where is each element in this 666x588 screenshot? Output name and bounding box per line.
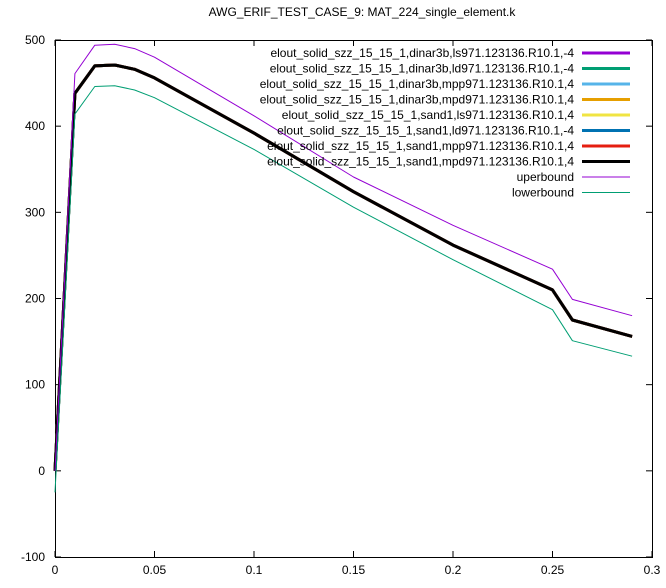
legend-label-2: elout_solid_szz_15_15_1,dinar3b,ld971.12…	[270, 62, 575, 76]
x-tick-label: 0.25	[541, 563, 565, 577]
legend-label-6: elout_solid_szz_15_15_1,sand1,ld971.1231…	[277, 124, 574, 138]
chart-title: AWG_ERIF_TEST_CASE_9: MAT_224_single_ele…	[209, 5, 517, 19]
y-tick-label: 100	[25, 378, 45, 392]
x-tick-label: 0.15	[342, 563, 366, 577]
legend: elout_solid_szz_15_15_1,dinar3b,ls971.12…	[260, 46, 630, 200]
legend-label-7: elout_solid_szz_15_15_1,sand1,mpp971.123…	[267, 139, 574, 153]
series-line-9	[54, 43, 633, 471]
y-tick-label: 400	[25, 119, 45, 133]
series-lines	[53, 43, 633, 493]
x-tick-label: 0.05	[143, 563, 167, 577]
legend-label-8: elout_solid_szz_15_15_1,sand1,mpd971.123…	[267, 155, 574, 169]
y-tick-label: 200	[25, 292, 45, 306]
legend-label-10: lowerbound	[512, 186, 574, 200]
legend-label-3: elout_solid_szz_15_15_1,dinar3b,mpp971.1…	[260, 77, 575, 91]
y-tick-label: 300	[25, 205, 45, 219]
legend-label-4: elout_solid_szz_15_15_1,dinar3b,mpd971.1…	[260, 93, 575, 107]
y-tick-label: 500	[25, 33, 45, 47]
legend-label-9: uperbound	[517, 170, 574, 184]
x-tick-label: 0.3	[644, 563, 661, 577]
legend-label-1: elout_solid_szz_15_15_1,dinar3b,ls971.12…	[270, 46, 574, 60]
series-line-8	[53, 63, 633, 471]
axis-tick-labels: 0 0.05 0.1 0.15 0.2 0.25 0.3 -100 0 100 200 300 400 5…	[21, 33, 661, 577]
x-tick-label: 0	[52, 563, 59, 577]
series-line-10	[54, 85, 633, 493]
legend-label-5: elout_solid_szz_15_15_1,sand1,ls971.1231…	[282, 108, 575, 122]
x-tick-label: 0.2	[445, 563, 462, 577]
y-tick-label: -100	[21, 550, 45, 564]
x-tick-label: 0.1	[246, 563, 263, 577]
y-tick-label: 0	[38, 464, 45, 478]
